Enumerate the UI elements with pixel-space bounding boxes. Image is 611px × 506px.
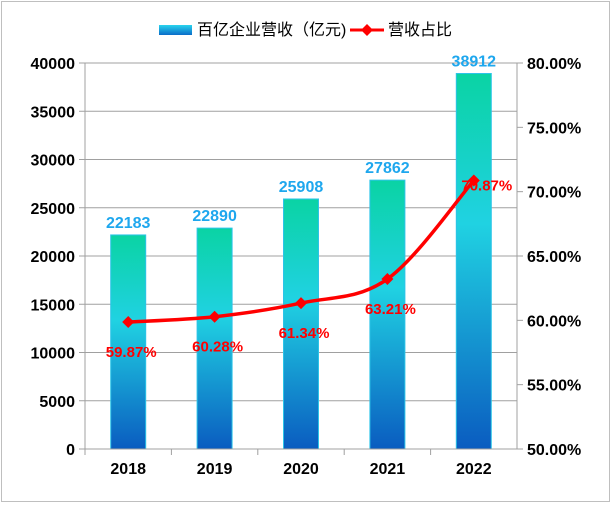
bar [196, 227, 233, 450]
right-tick-label: 75.00% [527, 120, 581, 137]
x-tick-label: 2020 [283, 461, 319, 478]
right-tick-label: 60.00% [527, 313, 581, 330]
line-marker-diamond [122, 316, 135, 329]
bar [283, 198, 319, 450]
left-tick-label: 40000 [31, 56, 76, 73]
combo-chart: 百亿企业营收（亿元) 营收占比 22183 22890 25908 27862 3891… [31, 21, 582, 478]
bar-data-label: 38912 [452, 53, 497, 70]
legend-diamond-icon [361, 24, 373, 36]
legend: 百亿企业营收（亿元) 营收占比 [159, 21, 452, 39]
legend-bar-swatch [159, 25, 192, 35]
line-marker-diamond [467, 174, 480, 187]
right-tick-label: 50.00% [527, 442, 581, 459]
right-tick-label: 70.00% [527, 185, 581, 202]
bar-data-label: 22890 [192, 208, 237, 225]
line-marker-diamond [295, 297, 307, 310]
bar [110, 234, 147, 450]
x-tick-label: 2021 [370, 461, 406, 478]
bar-data-label: 25908 [279, 179, 324, 196]
bar-data-label: 27862 [365, 160, 410, 177]
left-tick-label: 0 [66, 442, 75, 459]
left-tick-label: 20000 [31, 249, 76, 266]
right-tick-label: 55.00% [527, 378, 581, 395]
left-tick-label: 25000 [31, 201, 76, 218]
bar [455, 72, 492, 450]
x-tick-label: 2019 [197, 461, 233, 478]
left-tick-label: 5000 [39, 394, 75, 411]
line-data-label: 59.87% [106, 344, 157, 361]
left-tick-label: 10000 [31, 346, 76, 363]
x-tick-label: 2018 [110, 461, 146, 478]
line-data-label: 63.21% [365, 301, 416, 318]
line-data-label: 60.28% [192, 339, 243, 356]
line-data-label: 70.87% [461, 177, 512, 194]
legend-bar-label: 百亿企业营收（亿元) [197, 21, 346, 39]
line-marker-diamond [208, 310, 221, 323]
right-tick-label: 65.00% [527, 249, 581, 266]
left-tick-label: 15000 [31, 297, 76, 314]
left-tick-label: 30000 [31, 153, 76, 170]
x-tick-label: 2022 [456, 461, 492, 478]
line-data-label: 61.34% [279, 325, 330, 342]
line-marker-diamond [381, 273, 394, 286]
left-tick-label: 35000 [31, 104, 76, 121]
legend-line-label: 营收占比 [388, 21, 452, 39]
right-tick-label: 80.00% [527, 56, 581, 73]
bar-data-label: 22183 [106, 215, 151, 232]
